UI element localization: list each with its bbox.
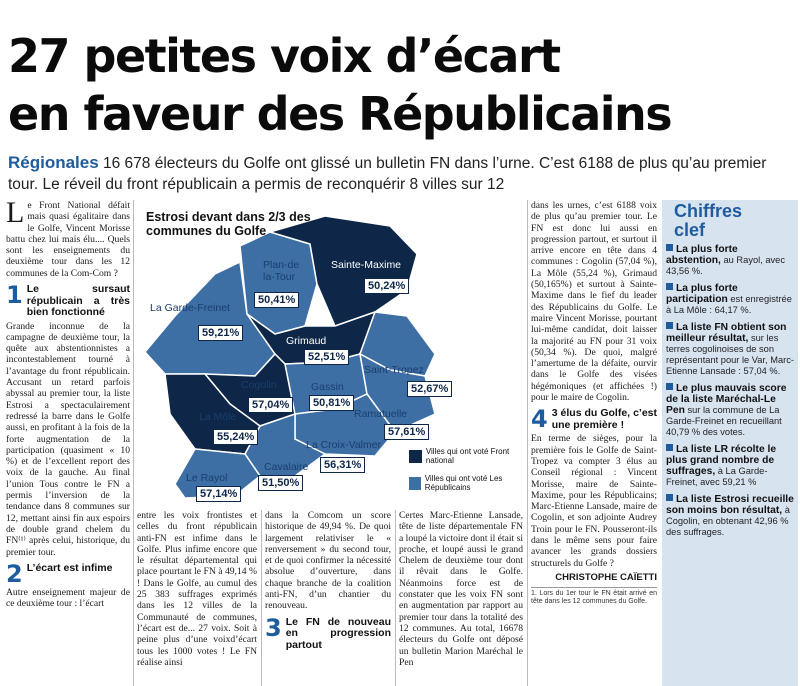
bullet-square-icon [666,494,673,501]
intro-text: e Front National défait mais quasi égali… [6,200,130,279]
section-title: Le FN de nouveau en progression partout [285,615,391,651]
section-title: Le sursaut républicain a très bien fonct… [26,283,130,319]
column-divider [395,510,396,686]
footnote: 1. Lors du 1er tour le FN était arrivé e… [531,587,657,606]
map-title: Estrosi devant dans 2/3 des communes du … [146,210,311,238]
section-number: 3 [265,613,282,642]
deck: Régionales 16 678 électeurs du Golfe ont… [8,152,798,195]
bullet-square-icon [666,283,673,290]
commune-label-gassin: Gassin [311,381,344,393]
section-heading-1: 1 Le sursaut républicain a très bien fon… [6,281,130,319]
pct-cogolin: 57,04% [248,397,294,413]
sidebar-title: Chiffres clef [674,201,743,240]
commune-label-plan-de-la-tour-2: la-Tour [263,271,296,283]
article-column-3: dans la Comcom un score historique de 49… [265,510,391,686]
pct-le-rayol: 57,14% [196,486,242,502]
column-2-text: entre les voix frontistes et celles du f… [137,510,257,668]
headline-line-2: en faveur des Républicains [8,87,673,141]
key-figure-item: Le plus mauvais score de la liste Maréch… [666,383,794,438]
deck-keyword: Régionales [8,153,99,172]
legend-fn: Villes qui ont voté Front national [409,447,517,465]
section-heading-3: 3 Le FN de nouveau en progression partou… [265,613,391,652]
author-signature: CHRISTOPHE CAÏETTI [555,571,657,583]
commune-label-ramatuelle: Ramatuelle [354,408,408,420]
key-figure-item: La liste LR récolte le plus grand nombre… [666,444,794,488]
item-bold: La liste Estrosi recueille son moins bon… [666,494,794,516]
key-figure-item: La liste Estrosi recueille son moins bon… [666,494,794,538]
section-4-text: En terme de sièges, pour la première foi… [531,433,657,569]
bullet-square-icon [666,444,673,451]
pct-la-mole: 55,24% [213,429,259,445]
key-figure-item: La plus forte participation est enregist… [666,283,794,316]
item-bold: La plus forte abstention, [666,244,738,266]
pct-gassin: 50,81% [309,395,355,411]
article-column-2: entre les voix frontistes et celles du f… [137,510,257,686]
commune-label-saint-tropez: Saint-Tropez [364,364,424,376]
legend-lr: Villes qui ont voté Les Républicains [409,474,517,492]
bullet-square-icon [666,322,673,329]
column-divider [133,200,134,686]
drop-cap: L [6,200,25,229]
section-title: 3 élus du Golfe, c’est une première ! [551,407,657,431]
commune-label-cavalaire: Cavalaire [264,461,309,473]
section-1-text: Grande inconnue de la campagne de deuxiè… [6,320,130,558]
item-text: à La Garde-Freinet, avec 59,21 % [666,466,768,487]
item-text: sur les terres cogolinoises de son repré… [666,333,794,376]
item-bold: La liste FN obtient son meilleur résulta… [666,322,787,344]
item-bold: La plus forte participation [666,283,738,305]
section-title: L’écart est infime [26,561,113,574]
pct-cavalaire: 51,50% [258,475,304,491]
column-divider [261,510,262,686]
key-figures-sidebar: Chiffres clef La plus forte abstention, … [662,200,798,686]
deck-text: 16 678 électeurs du Golfe ont glissé un … [8,155,767,193]
commune-sainte-maxime [267,215,418,327]
key-figure-item: La plus forte abstention, au Rayol, avec… [666,244,794,277]
pct-la-garde-freinet: 59,21% [198,325,244,341]
pct-plan-de-la-tour: 50,41% [254,292,300,308]
legend-swatch-lr [409,476,421,490]
pct-ramatuelle: 57,61% [384,424,430,440]
item-text: au Rayol, avec 43,56 %. [666,255,786,276]
item-text: sur la commune de La Garde-Freinet en re… [666,405,782,437]
commune-label-le-rayol: Le Rayol [186,472,228,484]
pct-saint-tropez: 52,67% [407,381,453,397]
commune-label-cogolin: Cogolin [241,379,277,391]
column-divider [527,200,528,686]
bullet-square-icon [666,244,673,251]
pct-la-croix-valmer: 56,31% [320,457,366,473]
commune-label-sainte-maxime: Sainte-Maxime [331,259,402,271]
key-figure-item: La liste FN obtient son meilleur résulta… [666,322,794,377]
item-bold: Le plus mauvais score de la liste Maréch… [666,383,787,416]
commune-label-la-garde-freinet: La Garde-Freinet [150,302,230,314]
item-text: est enregistrée à La Môle : 64,17 %. [666,294,792,315]
commune-label-la-croix-valmer: La Croix-Valmer [306,439,382,451]
legend-label-fn: Villes qui ont voté Front national [425,447,510,465]
pct-grimaud: 52,51% [304,349,350,365]
commune-label-la-mole: La Môle [199,411,237,423]
column-3-text: dans la Comcom un score historique de 49… [265,510,391,612]
legend-swatch-fn [409,449,422,463]
section-heading-4: 4 3 élus du Golfe, c’est une première ! [531,405,657,434]
section-number: 1 [6,281,23,310]
legend-label-lr: Villes qui ont voté Les Républicains [424,474,503,492]
headline-line-1: 27 petites voix d’écart [8,29,561,83]
pct-sainte-maxime: 50,24% [364,278,410,294]
article-column-5: dans les urnes, c’est 6188 voix de plus … [531,200,657,686]
section-heading-2: 2 L’écart est infime [6,559,130,588]
item-text: à Cogolin, en obtenant 42,96 % des suffr… [666,505,790,537]
article-column-4: Certes Marc-Etienne Lansade, tête de lis… [399,510,523,686]
section-2-text: Autre enseignement majeur de ce deuxième… [6,586,130,610]
commune-label-grimaud: Grimaud [286,335,327,347]
column-4-text: Certes Marc-Etienne Lansade, tête de lis… [399,510,523,668]
column-5-text: dans les urnes, c’est 6188 voix de plus … [531,200,657,404]
section-number: 4 [531,405,548,434]
bullet-square-icon [666,383,673,390]
section-number: 2 [6,559,23,588]
commune-label-plan-de-la-tour-1: Plan-de [263,259,300,271]
item-bold: La liste LR récolte le plus grand nombre… [666,444,777,477]
